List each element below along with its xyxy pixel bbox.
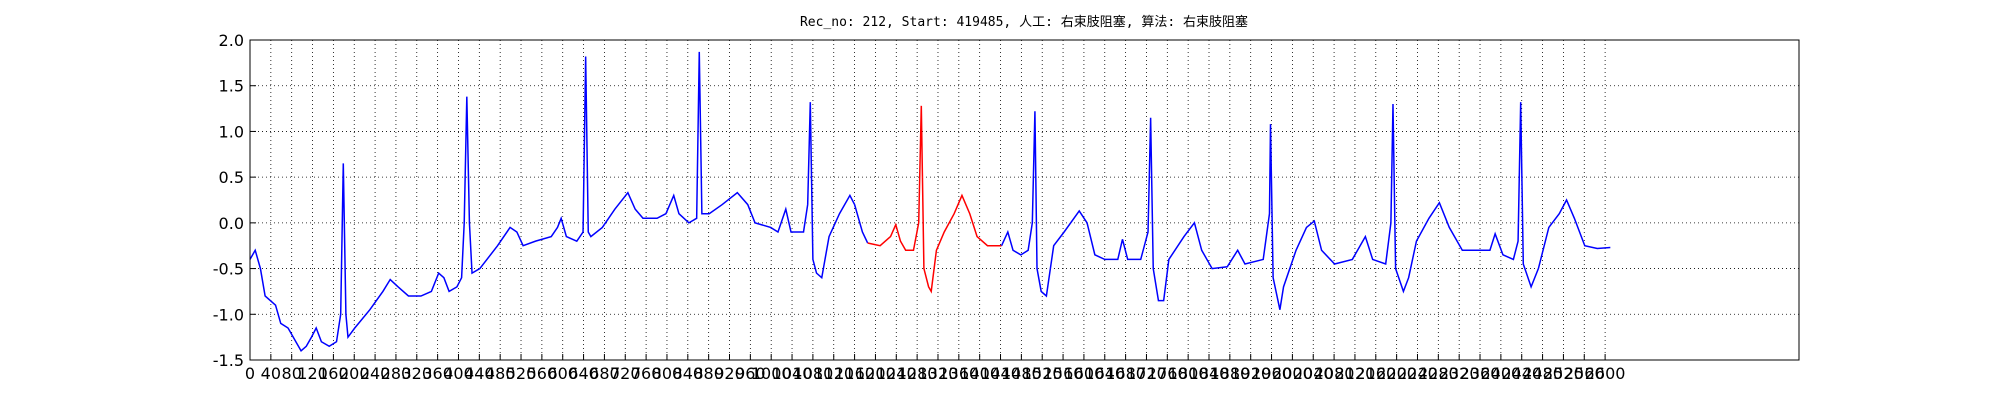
y-tick-label: 2.0 [219,31,244,50]
x-tick-label: 800 [652,364,683,383]
x-tick-label: 280 [381,364,412,383]
signal-line [867,105,1002,294]
x-tick-label: 1880 [1209,364,1250,383]
x-tick-label: 920 [714,364,745,383]
x-tick-label: 2560 [1564,364,1605,383]
y-tick-label: 1.0 [219,122,244,141]
x-tick-label: 840 [673,364,704,383]
x-tick-label: 2080 [1314,364,1355,383]
x-tick-label: 1040 [772,364,813,383]
x-tick-label: 80 [282,364,302,383]
x-tick-label: 440 [464,364,495,383]
x-tick-label: 360 [422,364,453,383]
x-tick-label: 1920 [1230,364,1271,383]
x-tick-label: 1680 [1105,364,1146,383]
chart-title: Rec_no: 212, Start: 419485, 人工: 右束肢阻塞, 算… [800,14,1248,30]
x-tick-label: 320 [402,364,433,383]
x-tick-label: 1320 [918,364,959,383]
y-tick-label: 0.5 [219,168,244,187]
x-tick-label: 1200 [855,364,896,383]
x-tick-label: 1360 [938,364,979,383]
x-tick-label: 120 [297,364,328,383]
x-tick-label: 2600 [1585,364,1626,383]
x-tick-label: 680 [589,364,620,383]
x-tick-label: 1640 [1084,364,1125,383]
x-tick-label: 2040 [1293,364,1334,383]
x-tick-label: 1840 [1189,364,1230,383]
x-tick-label: 1280 [897,364,938,383]
x-tick-label: 2240 [1397,364,1438,383]
x-tick-label: 2280 [1418,364,1459,383]
x-tick-label: 1720 [1126,364,1167,383]
x-tick-label: 1520 [1022,364,1063,383]
plot-frame [249,39,1800,361]
y-tick-label: -1.5 [213,351,244,370]
y-tick-label: -1.0 [213,305,244,324]
x-tick-label: 1080 [793,364,834,383]
x-tick-label: 200 [339,364,370,383]
y-tick-label: 0.0 [219,214,244,233]
x-tick-label: 1960 [1251,364,1292,383]
x-tick-label: 2400 [1481,364,1522,383]
x-tick-label: 2480 [1522,364,1563,383]
x-tick-label: 560 [527,364,558,383]
x-tick-label: 480 [485,364,516,383]
x-tick-label: 400 [443,364,474,383]
x-tick-label: 1120 [813,364,854,383]
x-tick-label: 240 [360,364,391,383]
x-tick-label: 1480 [1001,364,1042,383]
x-tick-label: 720 [610,364,641,383]
x-tick-label: 2120 [1335,364,1376,383]
x-tick-label: 1760 [1147,364,1188,383]
x-tick-label: 2320 [1439,364,1480,383]
x-tick-label: 1000 [751,364,792,383]
x-tick-label: 640 [568,364,599,383]
x-tick-label: 2000 [1272,364,1313,383]
x-tick-label: 2440 [1501,364,1542,383]
x-tick-label: 600 [547,364,578,383]
x-tick-label: 2200 [1376,364,1417,383]
x-tick-label: 880 [693,364,724,383]
x-tick-label: 1240 [876,364,917,383]
x-tick-label: 760 [631,364,662,383]
signal-line [1000,102,1611,310]
x-tick-label: 1400 [959,364,1000,383]
x-tick-label: 1160 [834,364,875,383]
x-tick-label: 1440 [980,364,1021,383]
x-tick-label: 2160 [1355,364,1396,383]
x-tick-label: 520 [506,364,537,383]
x-tick-label: 0 [245,364,255,383]
y-tick-label: 1.5 [219,77,244,96]
x-tick-label: 160 [318,364,349,383]
x-tick-label: 1800 [1168,364,1209,383]
signal-line [249,51,869,353]
x-tick-label: 960 [735,364,766,383]
x-tick-label: 1560 [1043,364,1084,383]
y-tick-label: -0.5 [213,260,244,279]
x-tick-label: 2360 [1460,364,1501,383]
x-tick-label: 1600 [1064,364,1105,383]
x-tick-label: 40 [261,364,281,383]
x-tick-label: 2520 [1543,364,1584,383]
